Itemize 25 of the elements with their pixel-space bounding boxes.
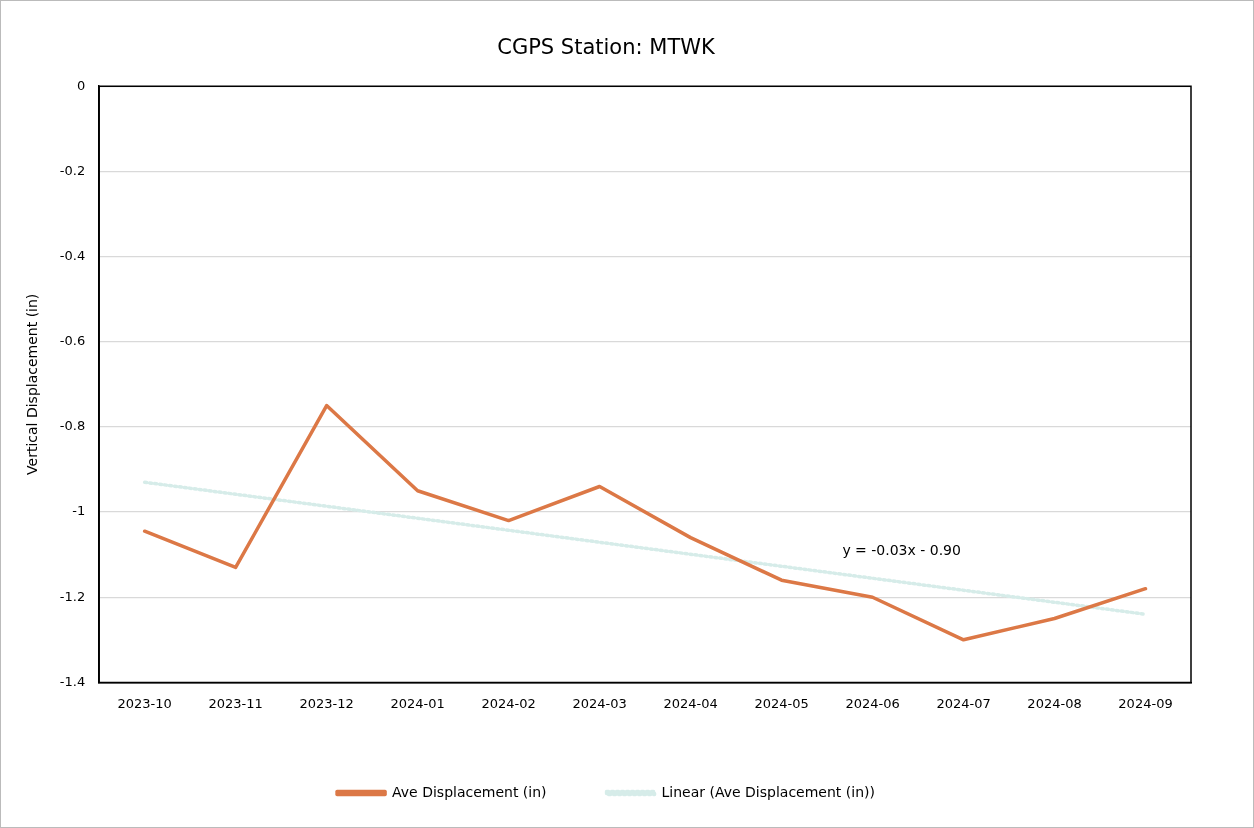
- x-tick-label: 2023-12: [299, 695, 354, 711]
- x-tick-label: 2024-01: [390, 695, 445, 711]
- x-tick-label: 2024-05: [754, 695, 809, 711]
- legend-label: Ave Displacement (in): [392, 783, 547, 800]
- x-tick-label: 2024-06: [845, 695, 900, 711]
- x-tick-label: 2024-02: [481, 695, 536, 711]
- y-tick-label: -1.4: [59, 673, 86, 689]
- legend-label: Linear (Ave Displacement (in)): [661, 783, 875, 800]
- x-tick-label: 2023-10: [117, 695, 172, 711]
- chart-title: CGPS Station: MTWK: [497, 35, 716, 60]
- y-tick-label: -0.4: [59, 247, 86, 263]
- y-tick-label: -1: [72, 503, 86, 519]
- annotation: y = -0.03x - 0.90: [842, 541, 961, 558]
- x-tick-label: 2024-04: [663, 695, 718, 711]
- x-tick-label: 2023-11: [208, 695, 263, 711]
- y-tick-label: -1.2: [59, 588, 86, 604]
- x-tick-label: 2024-09: [1118, 695, 1173, 711]
- x-tick-label: 2024-08: [1027, 695, 1082, 711]
- y-axis-title: Vertical Displacement (in): [24, 293, 41, 475]
- x-tick-label: 2024-03: [572, 695, 627, 711]
- y-tick-label: 0: [76, 77, 86, 93]
- y-tick-label: -0.2: [59, 162, 86, 178]
- y-tick-label: -0.8: [59, 418, 86, 434]
- x-tick-label: 2024-07: [936, 695, 991, 711]
- y-tick-label: -0.6: [59, 333, 86, 349]
